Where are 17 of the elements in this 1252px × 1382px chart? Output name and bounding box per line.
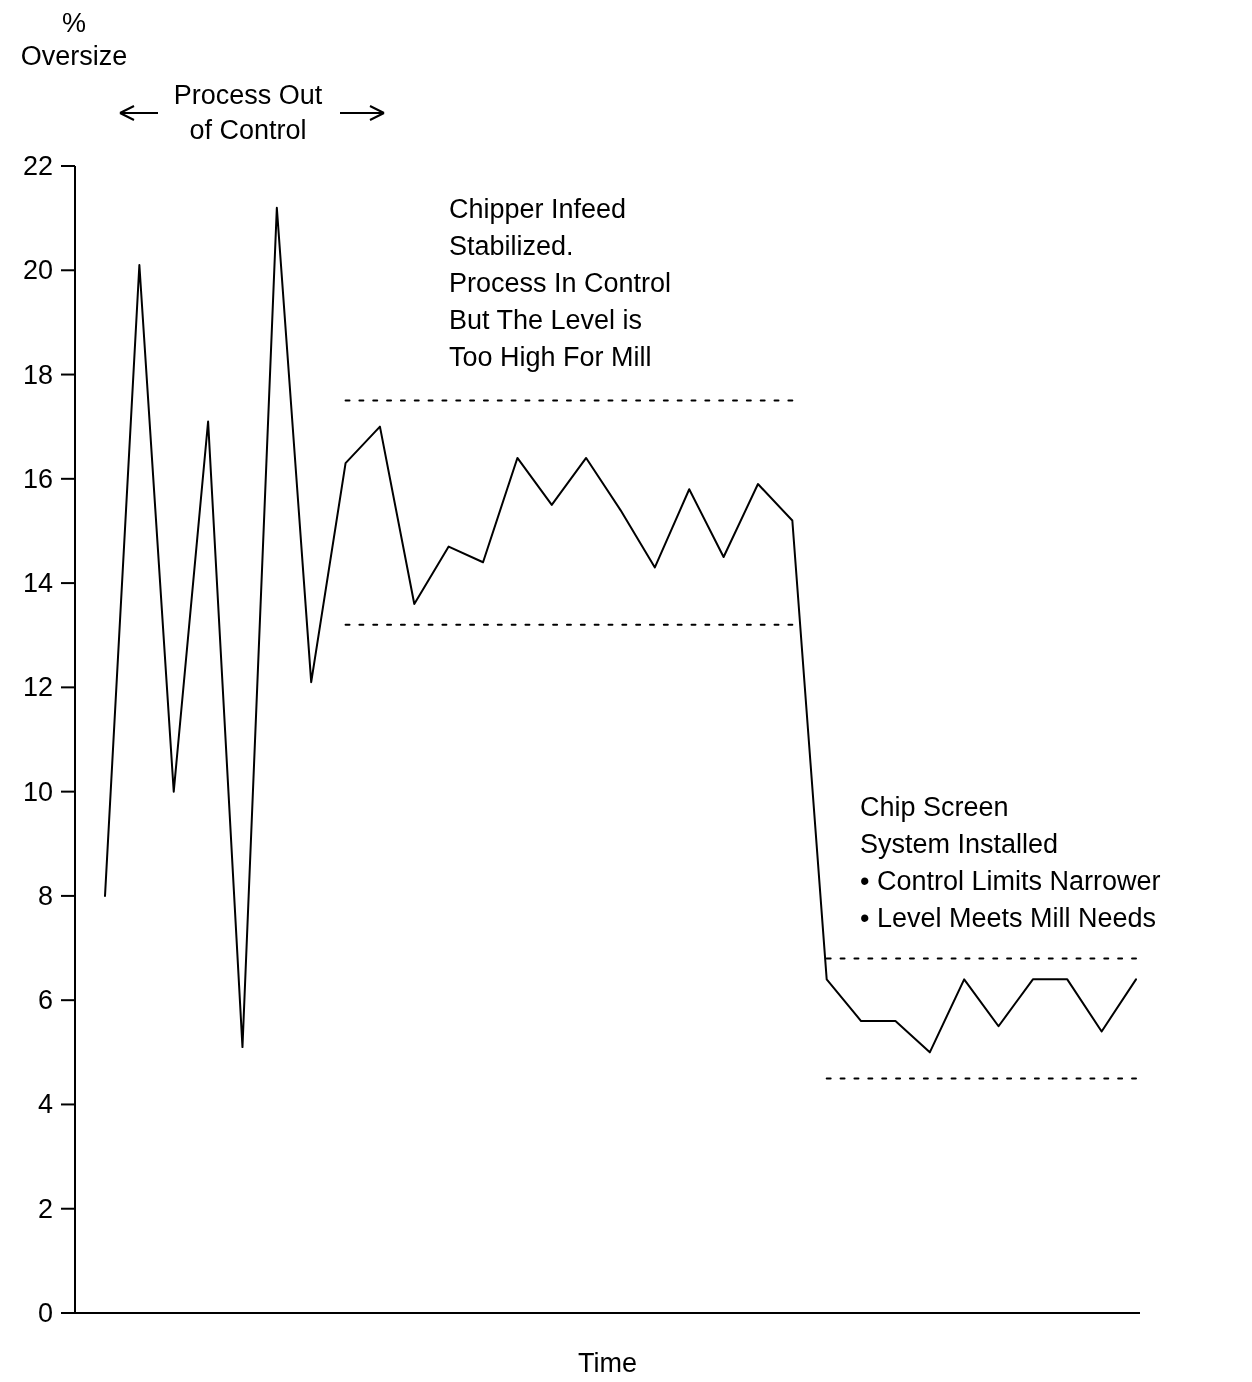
x-axis-title: Time: [578, 1348, 637, 1378]
annotation: Chipper Infeed Stabilized. Process In Control But The Level is Too High For Mill: [449, 194, 672, 372]
y-tick-label: 6: [37, 985, 53, 1016]
y-tick-label: 20: [22, 255, 53, 286]
annotation: Chip Screen System Installed • Control Limits Narrower • Level Meets Mill Needs: [860, 792, 1161, 933]
text: Process Out of Control: [173, 80, 323, 145]
y-tick-label: 10: [22, 776, 53, 807]
y-axis-title: % Oversize: [20, 8, 128, 71]
y-tick-label: 0: [37, 1298, 53, 1328]
y-tick-label: 2: [37, 1193, 53, 1224]
y-tick-label: 16: [22, 463, 53, 494]
y-tick-label: 14: [22, 568, 53, 599]
y-tick-label: 4: [37, 1089, 53, 1120]
y-tick-label: 12: [22, 672, 53, 703]
y-tick-label: 8: [37, 880, 53, 911]
y-tick-label: 22: [22, 151, 53, 181]
y-tick-label: 18: [22, 359, 53, 390]
